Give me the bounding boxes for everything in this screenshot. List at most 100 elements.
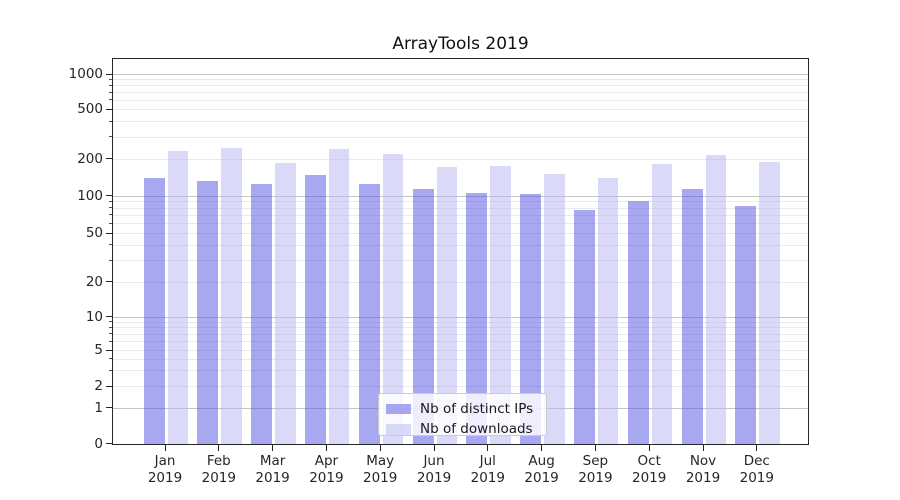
bar-downloads	[759, 161, 780, 444]
gridline-minor	[113, 109, 808, 110]
y-axis-minor-tick	[108, 108, 112, 110]
gridline-major	[113, 316, 808, 318]
y-tick-label: 5	[94, 342, 103, 358]
y-axis-minor-tick	[108, 369, 112, 371]
x-axis-tick	[756, 444, 758, 451]
x-axis-tick	[325, 444, 327, 451]
y-tick-label: 0	[94, 435, 103, 452]
x-tick-label: Jan 2019	[147, 453, 183, 486]
x-tick-label: Sep 2019	[578, 453, 613, 486]
y-tick-label: 100	[77, 187, 103, 204]
y-axis-minor-tick	[108, 349, 112, 351]
y-axis-minor-tick	[108, 281, 112, 282]
y-axis-tick	[105, 316, 112, 317]
bar-distinct-ips	[735, 206, 757, 444]
bar-distinct-ips	[304, 174, 326, 444]
gridline-minor	[113, 214, 808, 216]
x-axis-tick	[648, 444, 650, 451]
y-axis-tick	[105, 73, 112, 75]
y-axis-minor-tick	[108, 259, 112, 261]
bar-distinct-ips	[197, 180, 219, 444]
legend-swatch-downloads	[386, 424, 411, 435]
bar-downloads	[597, 177, 619, 444]
y-axis-minor-tick	[108, 84, 112, 86]
legend-swatch-distinct-ips	[386, 403, 411, 414]
gridline-minor	[113, 207, 808, 209]
gridline-minor	[113, 281, 808, 283]
y-tick-label: 1	[94, 399, 103, 416]
bar-distinct-ips	[681, 189, 703, 444]
y-tick-label: 50	[85, 225, 103, 241]
y-tick-label: 20	[85, 273, 103, 290]
gridline-minor	[113, 358, 808, 360]
y-axis-tick	[105, 195, 112, 196]
bar-downloads	[221, 147, 242, 444]
legend-label: Nb of distinct IPs	[420, 400, 534, 417]
y-axis-minor-tick	[108, 222, 112, 224]
y-tick-label: 200	[77, 150, 103, 167]
y-axis-minor-tick	[108, 321, 112, 323]
x-axis-tick	[433, 444, 435, 451]
gridline-minor	[113, 85, 808, 87]
gridline-minor	[113, 244, 808, 246]
y-tick-label: 2	[94, 378, 103, 394]
x-tick-label: Jun 2019	[416, 453, 452, 486]
y-axis-minor-tick	[108, 244, 112, 246]
y-axis-minor-tick	[108, 99, 112, 101]
bar-downloads	[275, 163, 296, 444]
gridline-major	[113, 74, 808, 75]
y-axis-minor-tick	[108, 358, 112, 360]
x-axis-tick	[541, 444, 543, 451]
y-axis-tick	[105, 443, 112, 444]
y-axis-minor-tick	[108, 78, 112, 80]
gridline-minor	[113, 350, 808, 351]
y-axis-minor-tick	[108, 136, 112, 138]
gridline-minor	[113, 136, 808, 138]
bar-distinct-ips	[627, 201, 649, 444]
bar-downloads	[382, 154, 404, 444]
bar-downloads	[328, 148, 350, 444]
gridline-minor	[113, 92, 808, 93]
y-axis-minor-tick	[108, 120, 112, 122]
x-tick-label: Mar 2019	[255, 453, 290, 486]
gridline-minor	[113, 201, 808, 203]
gridline-minor	[113, 341, 808, 343]
y-tick-label: 500	[77, 101, 103, 117]
x-tick-label: Oct 2019	[632, 453, 667, 486]
x-axis-tick	[272, 444, 274, 451]
x-axis-tick	[218, 444, 220, 451]
y-axis-minor-tick	[108, 158, 112, 159]
x-axis-tick	[164, 444, 166, 451]
bar-downloads	[705, 155, 726, 444]
bar-downloads	[490, 165, 511, 444]
gridline-minor	[113, 260, 808, 262]
y-axis-minor-tick	[108, 340, 112, 342]
bar-distinct-ips	[573, 209, 595, 444]
x-tick-label: Nov 2019	[685, 453, 721, 486]
plot-area: 0 1 2 5 10 20 50 100 200 500 1000 Jan 2019 Feb 2019 M…	[69, 57, 809, 486]
gridline-minor	[113, 333, 808, 335]
bar-distinct-ips	[520, 193, 542, 444]
x-tick-label: May 2019	[363, 453, 398, 486]
legend: Nb of distinct IPs Nb of downloads	[378, 392, 547, 437]
gridline-minor	[113, 233, 808, 234]
bar-distinct-ips	[143, 177, 165, 444]
gridline-major	[113, 195, 808, 197]
gridline-minor	[113, 121, 808, 123]
y-axis-minor-tick	[108, 232, 112, 234]
gridline-minor	[113, 386, 808, 387]
gridline-minor	[113, 99, 808, 101]
y-axis-minor-tick	[108, 385, 112, 387]
x-tick-label: Dec 2019	[739, 453, 774, 486]
y-axis-minor-tick	[108, 207, 112, 209]
y-axis-minor-tick	[108, 91, 112, 93]
gridline-minor	[113, 321, 808, 323]
bar-distinct-ips	[358, 184, 380, 444]
bar-distinct-ips	[251, 183, 273, 444]
chart-title: ArrayTools 2019	[392, 34, 529, 54]
bar-distinct-ips	[466, 192, 488, 444]
y-axis-tick	[105, 407, 112, 408]
gridline-minor	[113, 370, 808, 372]
y-axis-minor-tick	[108, 326, 112, 328]
legend-row: Nb of distinct IPs	[386, 399, 536, 420]
